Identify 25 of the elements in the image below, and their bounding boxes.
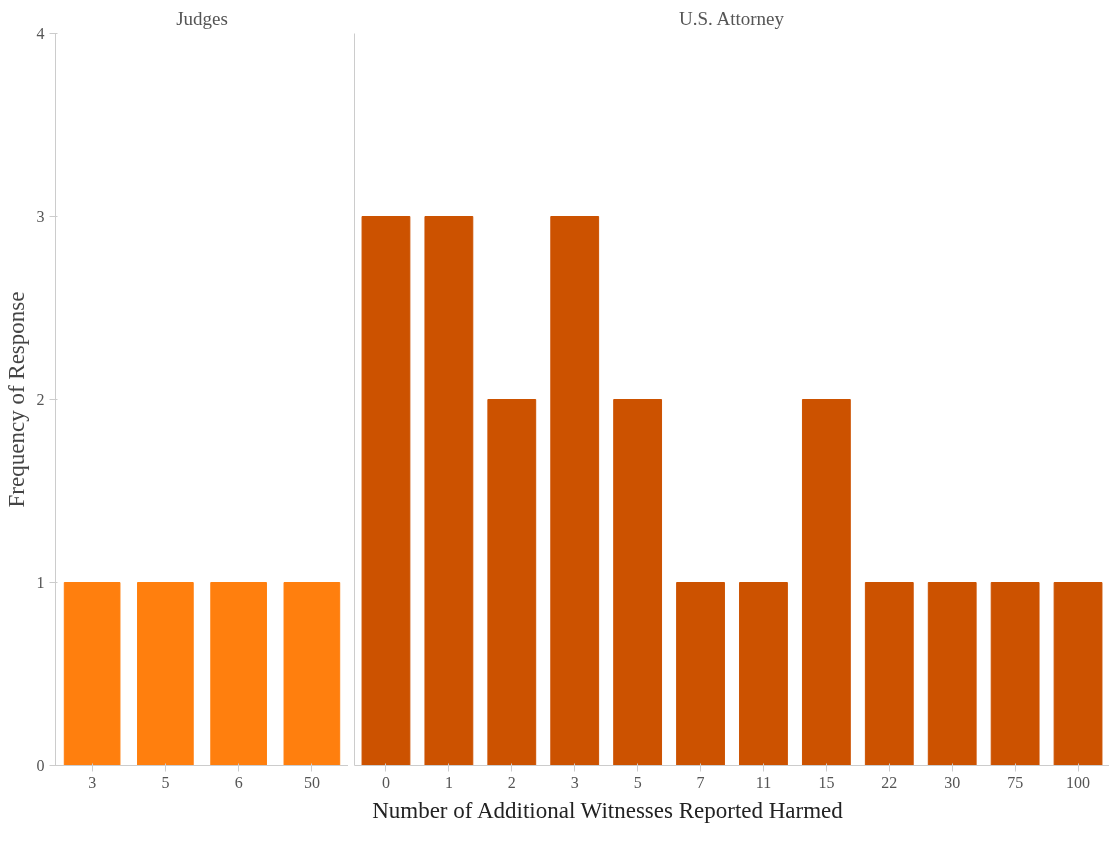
y-tick-label: 2 (36, 391, 45, 408)
x-tick-label: 3 (570, 773, 579, 791)
y-tick-label: 4 (36, 25, 45, 42)
x-tick-label: 15 (818, 773, 835, 791)
x-tick-label: 22 (881, 773, 898, 791)
x-tick-label: 3 (88, 773, 97, 791)
y-tick-label: 1 (36, 574, 45, 591)
x-tick-label: 5 (633, 773, 642, 791)
y-tick-label: 3 (36, 208, 45, 225)
x-tick-label: 6 (234, 773, 243, 791)
x-tick-label: 2 (507, 773, 516, 791)
y-axis-title: Frequency of Response (3, 291, 29, 508)
x-tick-label: 0 (381, 773, 390, 791)
x-tick-label: 100 (1066, 773, 1091, 791)
x-tick-label: 7 (696, 773, 705, 791)
x-tick-label: 11 (755, 773, 772, 791)
chart-title: U.S. Attorney (678, 7, 785, 29)
x-axis-title: Number of Additional Witnesses Reported Harmed (372, 797, 843, 825)
chart-title: Judges (176, 7, 228, 29)
x-tick-label: 75 (1007, 773, 1024, 791)
x-tick-label: 5 (161, 773, 170, 791)
x-tick-label: 1 (444, 773, 453, 791)
x-tick-label: 50 (303, 773, 320, 791)
y-tick-label: 0 (36, 757, 45, 774)
x-tick-label: 30 (944, 773, 961, 791)
